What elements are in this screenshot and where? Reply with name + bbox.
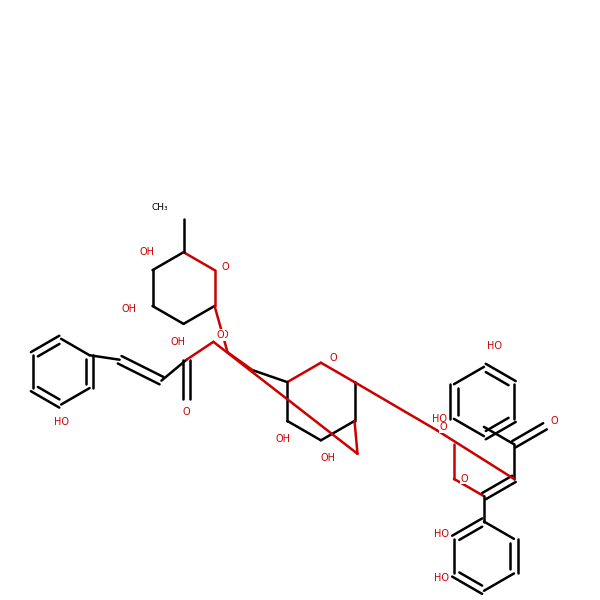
Text: O: O <box>221 262 229 272</box>
Text: OH: OH <box>320 453 335 463</box>
Text: HO: HO <box>487 341 502 351</box>
Text: O: O <box>183 407 190 416</box>
Text: HO: HO <box>434 573 449 583</box>
Text: O: O <box>461 474 469 484</box>
Text: OH: OH <box>170 337 185 347</box>
Text: OH: OH <box>121 304 136 314</box>
Text: O: O <box>217 329 224 340</box>
Text: O: O <box>439 422 447 433</box>
Text: O: O <box>220 330 228 340</box>
Text: CH₃: CH₃ <box>152 203 169 212</box>
Text: OH: OH <box>275 434 290 444</box>
Text: HO: HO <box>432 414 447 424</box>
Text: OH: OH <box>139 247 154 257</box>
Text: O: O <box>550 416 558 426</box>
Text: HO: HO <box>53 418 68 427</box>
Text: HO: HO <box>434 529 449 539</box>
Text: O: O <box>329 353 337 363</box>
